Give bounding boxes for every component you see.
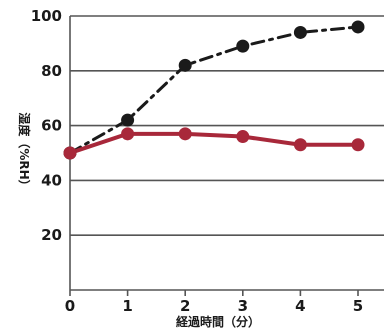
- x-tick-label-2: 2: [180, 297, 190, 315]
- series-2-point-5: [351, 138, 365, 152]
- series-2-point-1: [121, 127, 135, 141]
- series-markers: [63, 20, 365, 160]
- x-tick-label-0: 0: [65, 297, 75, 315]
- series-1-point-2: [178, 58, 192, 72]
- series-2-point-3: [236, 130, 250, 144]
- x-axis-title: 経過時間（分）: [176, 314, 260, 329]
- x-tick-label-5: 5: [353, 297, 363, 315]
- y-tick-label-80: 80: [41, 62, 62, 80]
- y-tick-label-40: 40: [41, 171, 62, 189]
- series-1-point-4: [293, 25, 307, 39]
- series-1-point-3: [236, 39, 250, 53]
- series-2-point-2: [178, 127, 192, 141]
- series-1-point-5: [351, 20, 365, 34]
- series-2-point-0: [63, 146, 77, 160]
- gridlines: [70, 15, 384, 236]
- x-tick-label-4: 4: [295, 297, 305, 315]
- y-axis-title: 湿度（%RH）: [17, 112, 32, 191]
- y-tick-label-100: 100: [31, 7, 62, 25]
- x-tick-label-3: 3: [238, 297, 248, 315]
- series-2-point-4: [293, 138, 307, 152]
- tick-labels: 20 40 60 80 100 0 1 2 3 4 5: [31, 7, 364, 315]
- series-1-point-1: [121, 113, 135, 127]
- y-tick-label-60: 60: [41, 117, 62, 135]
- y-tick-label-20: 20: [41, 226, 62, 244]
- series-2-line: [68, 131, 360, 155]
- x-tick-label-1: 1: [122, 297, 132, 315]
- axes: [69, 16, 384, 296]
- series-1-line: [68, 25, 360, 155]
- series-lines: [68, 25, 360, 155]
